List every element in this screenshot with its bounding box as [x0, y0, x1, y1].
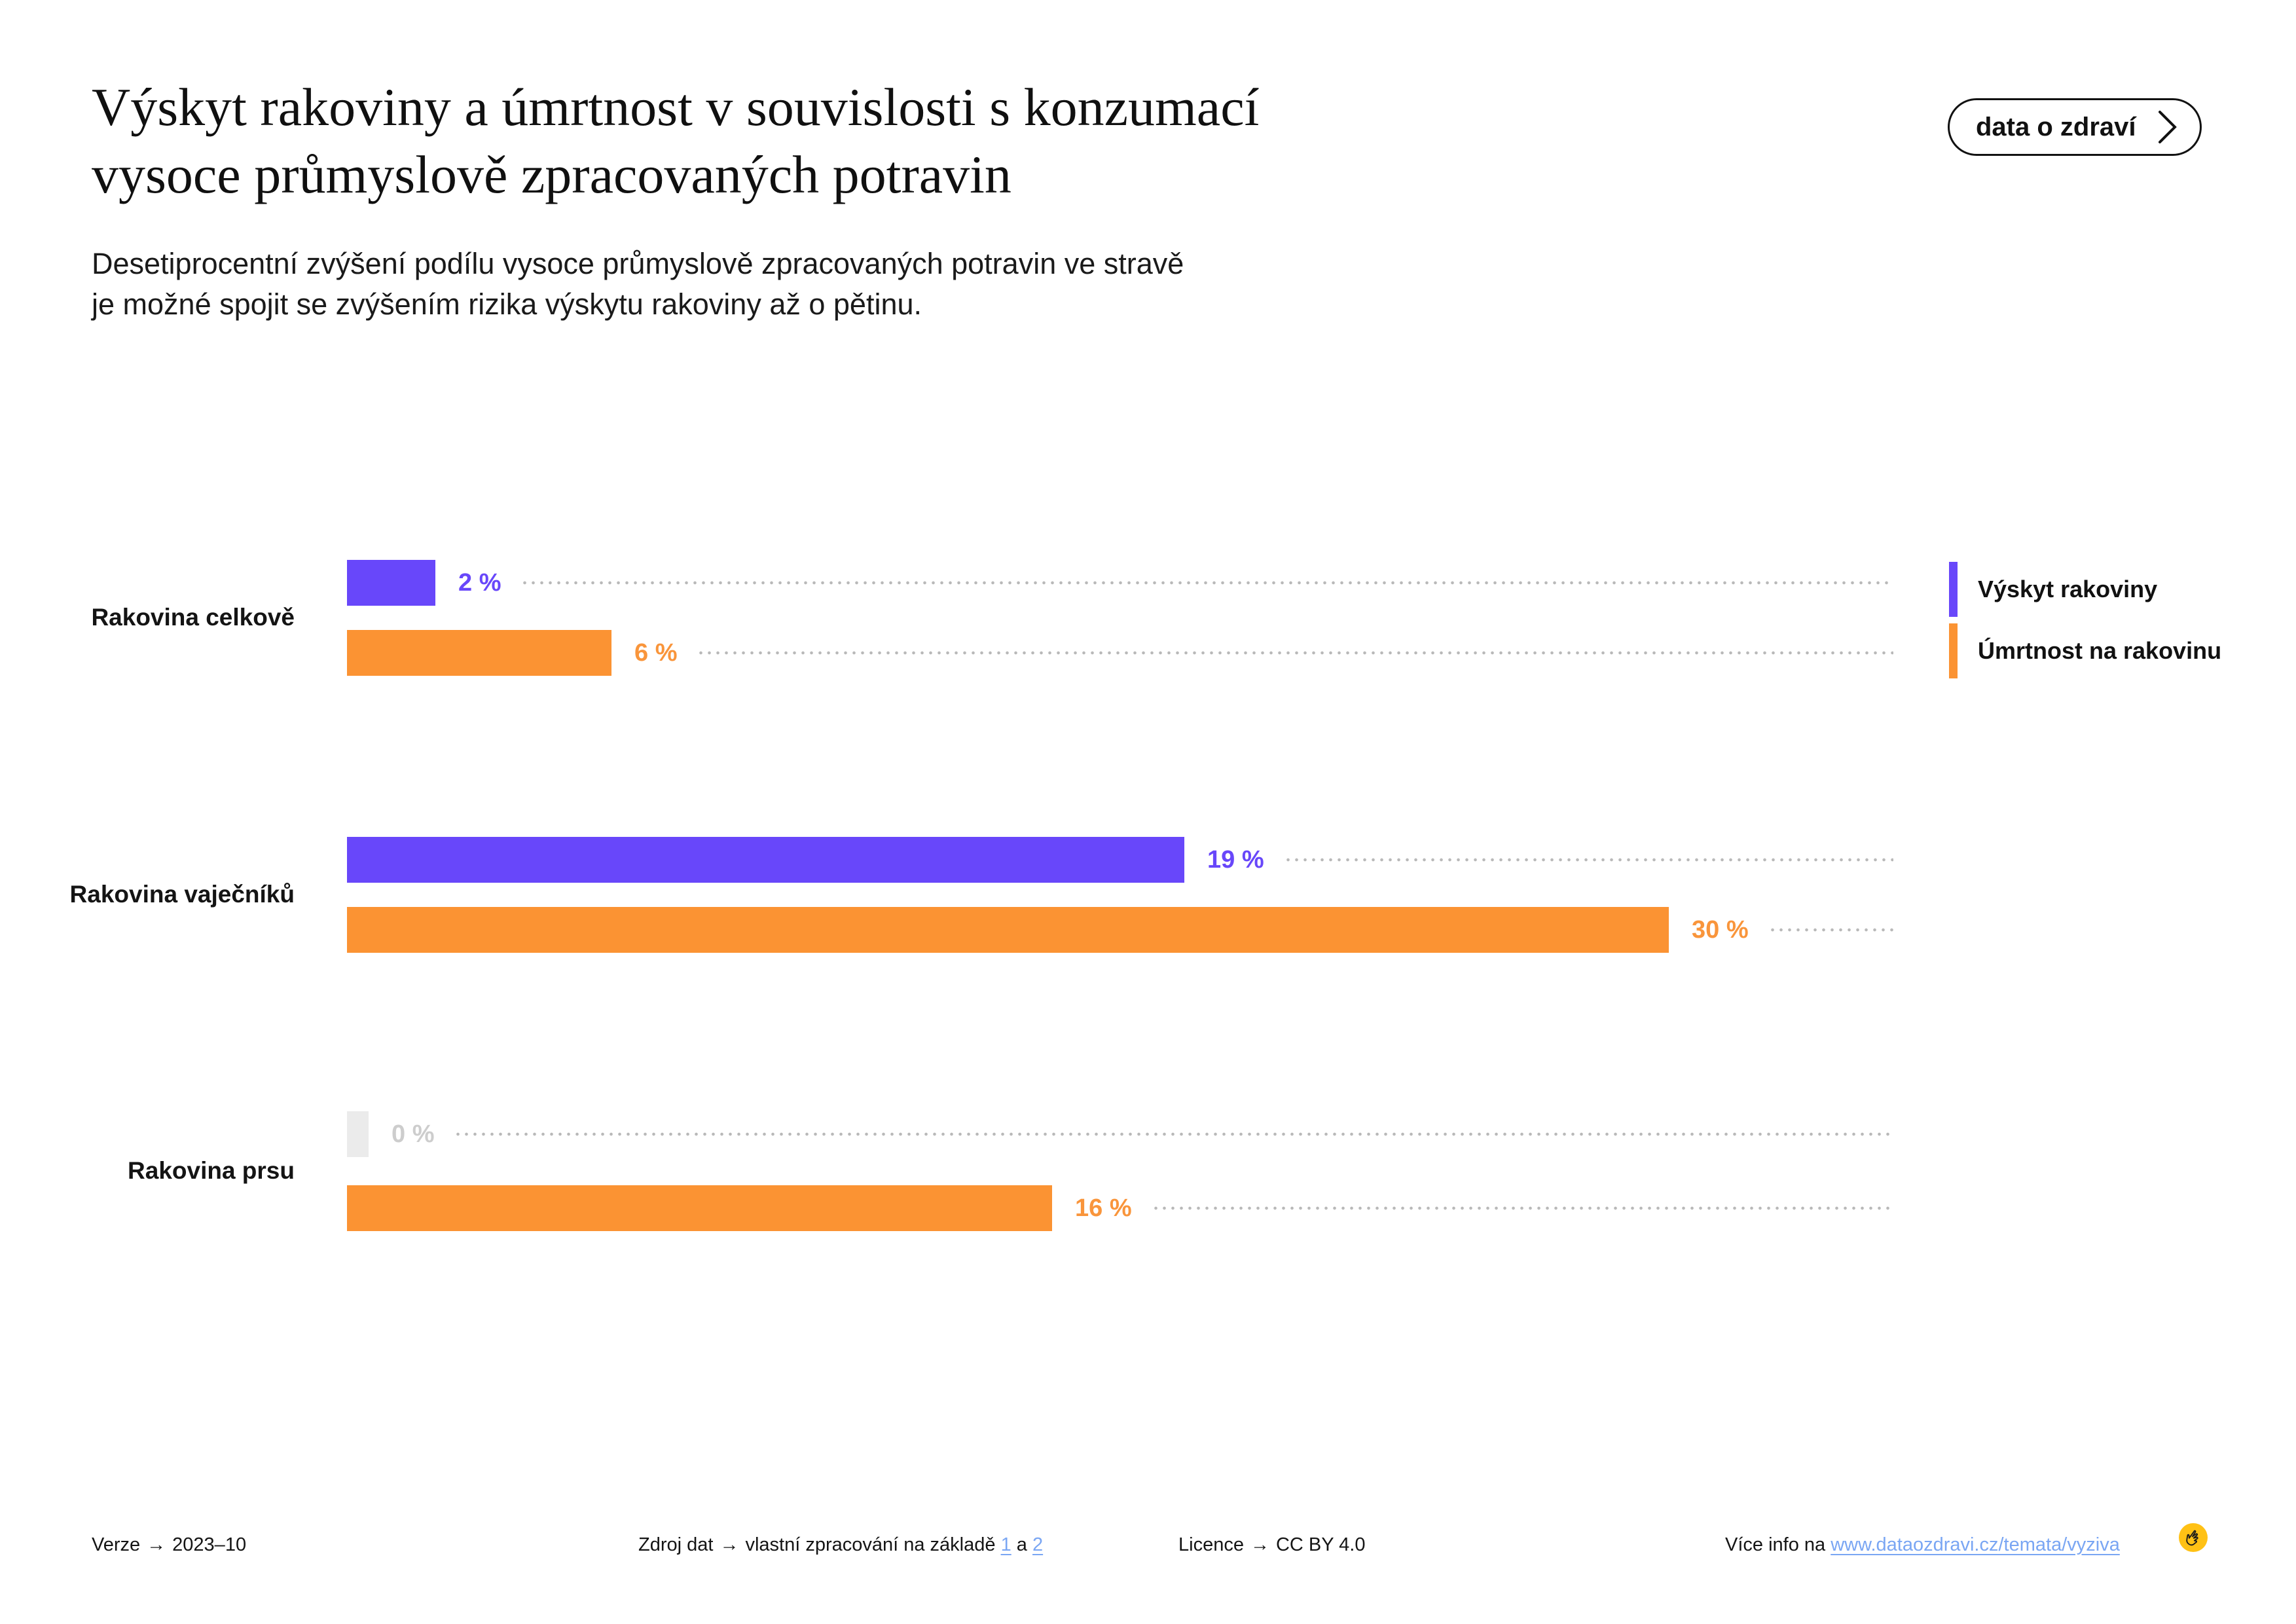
- leader-line: [697, 651, 1893, 655]
- data-o-zdravi-logo: [2179, 1523, 2208, 1552]
- page-title-line-1: Výskyt rakoviny a úmrtnost v souvislosti…: [92, 77, 1260, 137]
- legend-item-incidence: Výskyt rakoviny: [1949, 562, 2221, 617]
- bar-row-mortality-ovarian: 30 %: [347, 907, 1893, 953]
- category-label-rakovina-vajecniku: Rakovina vaječníků: [69, 881, 295, 908]
- value-label-incidence-ovarian: 19 %: [1207, 845, 1264, 874]
- arrow-right-glyph: →: [1250, 1534, 1269, 1555]
- value-label-mortality-total: 6 %: [634, 638, 678, 667]
- leader-line: [1768, 928, 1893, 932]
- legend-item-mortality: Úmrtnost na rakovinu: [1949, 623, 2221, 678]
- footer-version-label: Verze: [92, 1534, 141, 1555]
- value-label-mortality-ovarian: 30 %: [1692, 915, 1749, 944]
- page-subtitle: Desetiprocentní zvýšení podílu vysoce pr…: [92, 244, 1184, 325]
- value-label-incidence-breast: 0 %: [392, 1120, 435, 1148]
- bar-mortality-ovarian: [347, 907, 1669, 953]
- page-subtitle-line-1: Desetiprocentní zvýšení podílu vysoce pr…: [92, 247, 1184, 280]
- bar-mortality-total: [347, 630, 611, 676]
- bar-row-mortality-breast: 16 %: [347, 1185, 1893, 1231]
- chevron-right-icon: [2158, 110, 2178, 144]
- bar-incidence-breast: [347, 1111, 369, 1157]
- footer-source: Zdroj dat → vlastní zpracování na základě …: [638, 1532, 1043, 1557]
- footer-source-conjunction: a: [1016, 1534, 1027, 1555]
- page-title: Výskyt rakoviny a úmrtnost v souvislosti…: [92, 73, 1259, 208]
- leader-line: [1283, 858, 1893, 862]
- footer-source-text: vlastní zpracování na základě: [745, 1534, 996, 1555]
- arrow-right-glyph: →: [147, 1534, 166, 1555]
- legend: Výskyt rakoviny Úmrtnost na rakovinu: [1949, 562, 2221, 685]
- bar-incidence-ovarian: [347, 837, 1184, 883]
- footer-source-link-1[interactable]: 1: [1000, 1534, 1011, 1555]
- legend-label-mortality: Úmrtnost na rakovinu: [1978, 637, 2222, 664]
- bar-row-incidence-ovarian: 19 %: [347, 837, 1893, 883]
- footer-license-value: CC BY 4.0: [1275, 1534, 1366, 1555]
- category-label-rakovina-celkove: Rakovina celkově: [91, 604, 295, 631]
- bar-row-mortality-total: 6 %: [347, 630, 1893, 676]
- footer-more-info-prefix: Více info na: [1725, 1534, 1826, 1555]
- page-title-line-2: vysoce průmyslově zpracovaných potravin: [92, 145, 1011, 204]
- page-subtitle-line-2: je možné spojit se zvýšením rizika výsky…: [92, 287, 922, 321]
- legend-label-incidence: Výskyt rakoviny: [1978, 576, 2158, 602]
- bar-incidence-total: [347, 560, 435, 606]
- footer-license: Licence → CC BY 4.0: [1178, 1532, 1365, 1557]
- legend-marker-incidence: [1949, 562, 1958, 617]
- footer-version: Verze → 2023–10: [92, 1532, 246, 1557]
- category-label-rakovina-prsu: Rakovina prsu: [128, 1157, 295, 1184]
- footer-more-info: Více info na www.dataozdravi.cz/temata/v…: [1725, 1532, 2120, 1557]
- bar-row-incidence-breast: 0 %: [347, 1111, 1893, 1157]
- value-label-incidence-total: 2 %: [458, 568, 501, 597]
- leader-line: [520, 581, 1893, 585]
- leader-line: [1151, 1206, 1893, 1210]
- footer-source-link-2[interactable]: 2: [1032, 1534, 1044, 1555]
- hand-gesture-icon: [2183, 1527, 2204, 1548]
- footer-source-label: Zdroj dat: [638, 1534, 714, 1555]
- bar-mortality-breast: [347, 1185, 1052, 1231]
- footer-license-label: Licence: [1178, 1534, 1244, 1555]
- data-o-zdravi-button[interactable]: data o zdraví: [1948, 98, 2202, 156]
- bar-row-incidence-total: 2 %: [347, 560, 1893, 606]
- value-label-mortality-breast: 16 %: [1075, 1194, 1132, 1222]
- footer-more-info-link[interactable]: www.dataozdravi.cz/temata/vyziva: [1831, 1534, 2120, 1555]
- leader-line: [454, 1132, 1893, 1136]
- arrow-right-glyph: →: [720, 1534, 739, 1555]
- footer-version-value: 2023–10: [172, 1534, 247, 1555]
- legend-marker-mortality: [1949, 623, 1958, 678]
- data-o-zdravi-button-label: data o zdraví: [1976, 112, 2136, 141]
